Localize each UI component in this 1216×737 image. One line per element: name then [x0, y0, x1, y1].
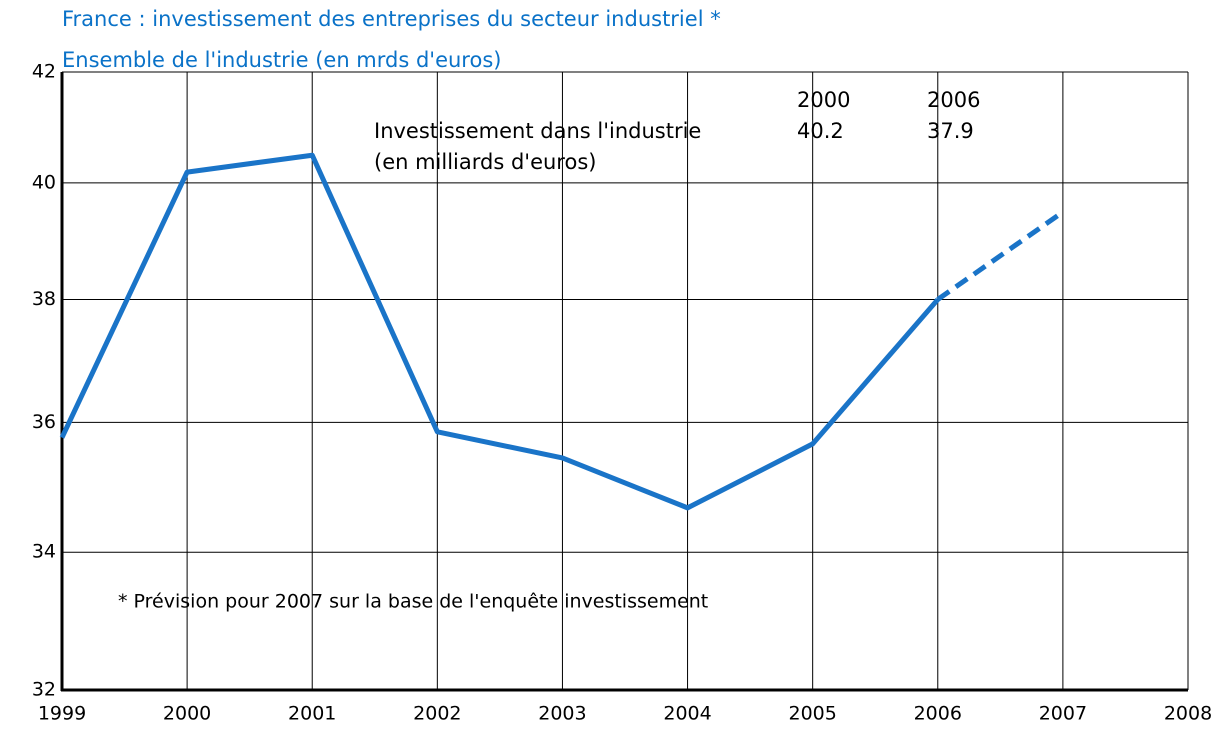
- y-tick-label: 40: [32, 171, 56, 193]
- label-background: [116, 590, 711, 613]
- footnote: * Prévision pour 2007 sur la base de l'e…: [118, 591, 708, 613]
- x-tick-label: 2005: [788, 703, 836, 725]
- x-tick-label: 2003: [538, 703, 586, 725]
- y-tick-label: 34: [32, 541, 56, 563]
- x-tick-label: 2000: [163, 703, 211, 725]
- label-background: [372, 150, 599, 174]
- x-tick-label: 2002: [413, 703, 461, 725]
- x-tick-label: 2001: [288, 703, 336, 725]
- y-tick-label: 38: [32, 288, 56, 310]
- label-background: [372, 119, 704, 143]
- x-tick-label: 2007: [1039, 703, 1087, 725]
- y-tick-label: 32: [32, 679, 56, 701]
- label-background: [795, 119, 846, 143]
- x-tick-label: 2004: [663, 703, 711, 725]
- x-tick-label: 1999: [38, 703, 86, 725]
- annotation: 37.9: [927, 119, 974, 143]
- label-background: [795, 88, 853, 112]
- annotation: 2006: [927, 88, 980, 112]
- x-tick-label: 2008: [1164, 703, 1212, 725]
- chart-title: France : investissement des entreprises …: [62, 7, 721, 31]
- x-tick-label: 2006: [914, 703, 962, 725]
- y-tick-label: 36: [32, 411, 56, 433]
- y-tick-label: 42: [32, 61, 56, 83]
- annotation: 40.2: [797, 119, 844, 143]
- data-line: [59, 152, 940, 511]
- annotation: 2000: [797, 88, 850, 112]
- data-line: [936, 209, 1065, 302]
- label-background: [925, 119, 976, 143]
- label-background: [925, 88, 983, 112]
- annotation: (en milliards d'euros): [374, 150, 596, 174]
- annotation: Investissement dans l'industrie: [374, 119, 701, 143]
- chart-subtitle: Ensemble de l'industrie (en mrds d'euros…: [62, 48, 501, 72]
